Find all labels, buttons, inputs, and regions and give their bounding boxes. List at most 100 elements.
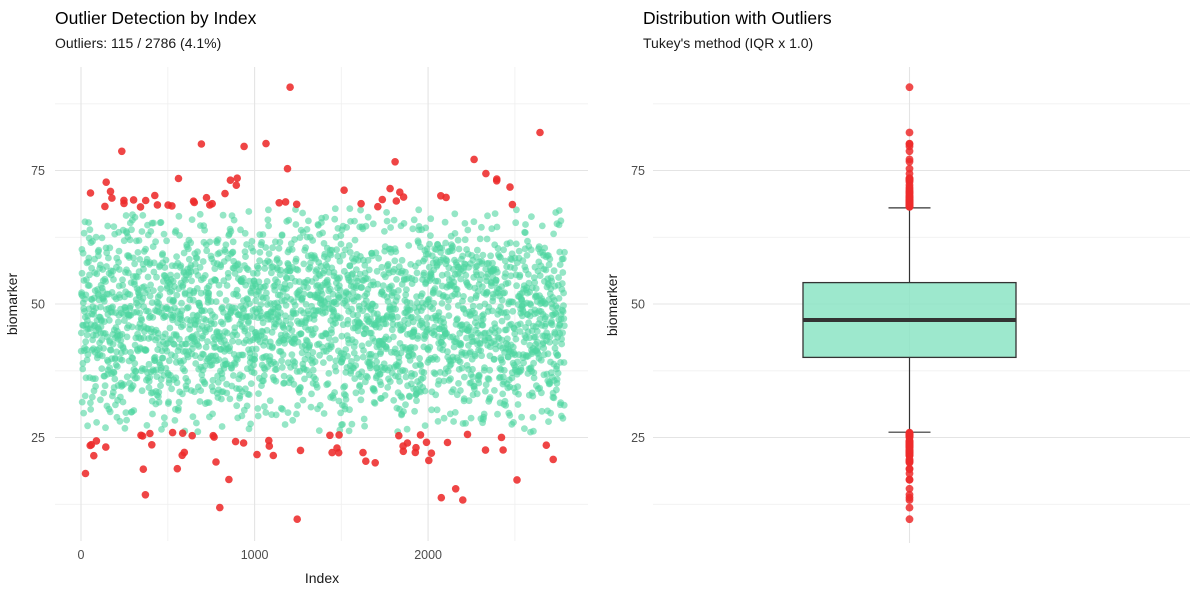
data-point — [509, 343, 517, 351]
data-point — [513, 206, 520, 214]
data-point — [225, 315, 233, 323]
data-point — [209, 376, 217, 384]
data-point — [424, 314, 431, 322]
data-point — [260, 372, 268, 380]
data-point — [268, 269, 275, 277]
data-point — [484, 212, 491, 220]
data-point — [191, 260, 199, 268]
data-point — [152, 238, 160, 246]
data-point — [447, 375, 454, 383]
data-point — [476, 303, 484, 310]
data-point — [281, 421, 289, 428]
outlier-point — [427, 449, 436, 458]
data-point — [472, 314, 480, 321]
data-point — [238, 412, 246, 420]
data-point — [212, 298, 220, 305]
data-point — [247, 420, 255, 428]
data-point — [287, 321, 294, 328]
data-point — [280, 372, 288, 380]
data-point — [346, 406, 353, 414]
data-point — [172, 227, 180, 235]
data-point — [473, 390, 481, 398]
data-point — [286, 281, 294, 289]
data-point — [331, 215, 339, 223]
data-point — [536, 315, 544, 323]
data-point — [129, 354, 137, 362]
data-point — [189, 296, 197, 304]
data-point — [194, 248, 201, 256]
outlier-point — [437, 493, 446, 502]
y-tick-label: 25 — [31, 431, 45, 445]
outlier-point — [425, 456, 433, 465]
data-point — [332, 367, 340, 375]
data-point — [390, 216, 398, 224]
outlier-point — [151, 191, 159, 200]
data-point — [332, 319, 339, 327]
data-point — [144, 286, 152, 294]
data-point — [351, 236, 359, 244]
data-point — [268, 328, 276, 336]
data-point — [150, 219, 157, 227]
outlier-point — [328, 448, 336, 457]
data-point — [266, 397, 274, 405]
data-point — [138, 228, 146, 235]
outlier-point — [283, 164, 292, 173]
data-point — [211, 265, 219, 273]
data-point — [296, 234, 304, 242]
data-point — [159, 354, 167, 362]
data-point — [87, 399, 94, 407]
data-point — [281, 312, 289, 320]
data-point — [434, 418, 442, 425]
data-point — [435, 377, 443, 385]
data-point — [126, 291, 134, 298]
data-point — [475, 371, 483, 379]
outlier-point — [253, 450, 261, 459]
data-point — [367, 329, 375, 337]
data-point — [546, 255, 554, 263]
data-point — [471, 352, 479, 360]
data-point — [463, 334, 470, 342]
outlier-point — [146, 429, 154, 438]
data-point — [426, 240, 433, 248]
data-point — [454, 302, 462, 309]
data-point — [519, 257, 527, 265]
data-point — [411, 371, 419, 378]
data-point — [478, 352, 485, 360]
outlier-point — [335, 431, 343, 439]
data-point — [517, 320, 524, 328]
data-point — [469, 365, 476, 373]
data-point — [312, 375, 319, 383]
data-point — [348, 305, 355, 313]
data-point — [233, 402, 241, 410]
data-point — [542, 266, 550, 274]
data-point — [336, 257, 344, 265]
data-point — [529, 414, 537, 421]
data-point — [479, 321, 487, 329]
outlier-point — [340, 186, 348, 194]
data-point — [252, 297, 259, 305]
data-point — [187, 239, 195, 247]
outlier-point — [108, 194, 116, 202]
scatter-subtitle: Outliers: 115 / 2786 (4.1%) — [55, 34, 222, 51]
data-point — [384, 298, 392, 305]
data-point — [110, 276, 117, 283]
data-point — [218, 374, 226, 382]
data-point — [229, 337, 236, 345]
data-point — [161, 330, 169, 338]
data-point — [521, 229, 529, 237]
data-point — [387, 224, 394, 231]
data-point — [235, 338, 243, 346]
data-point — [291, 301, 299, 309]
data-point — [560, 289, 567, 297]
outlier-point — [139, 465, 148, 474]
data-point — [222, 241, 230, 249]
data-point — [431, 285, 439, 292]
data-point — [420, 369, 428, 376]
data-point — [514, 358, 521, 366]
data-point — [86, 226, 94, 234]
outlier-point — [239, 439, 248, 447]
data-point — [364, 374, 371, 381]
outlier-point — [905, 175, 914, 183]
y-tick-label: 75 — [31, 164, 45, 178]
